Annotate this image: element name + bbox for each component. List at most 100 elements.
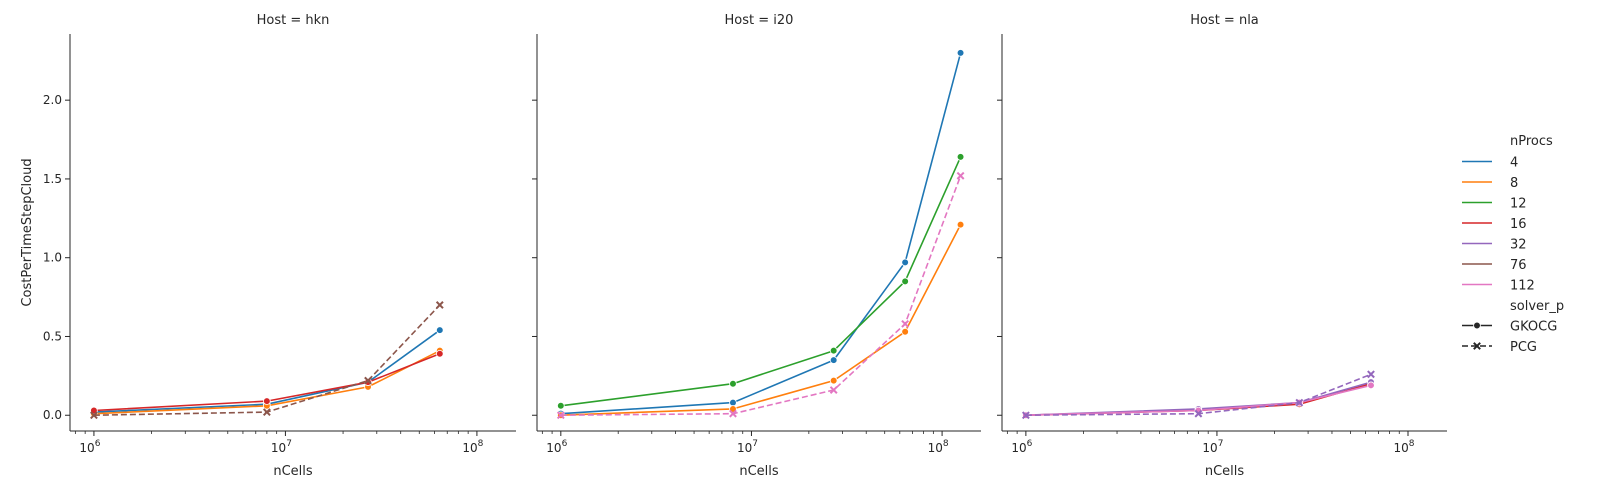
data-point-stroke-b bbox=[729, 409, 737, 418]
series-line bbox=[560, 175, 962, 416]
data-point-stroke-b bbox=[1194, 409, 1203, 418]
x-tick-label-base: 10 bbox=[79, 441, 94, 455]
data-point-stroke-b bbox=[262, 408, 271, 417]
data-point bbox=[829, 346, 838, 355]
x-tick-label-exponent: 7 bbox=[1218, 439, 1224, 449]
legend-style-title: solver_p bbox=[1510, 299, 1564, 314]
data-point bbox=[956, 220, 965, 229]
legend-entry-solver-gkocg: GKOCG bbox=[1462, 320, 1557, 335]
legend-marker-stroke-b bbox=[1473, 342, 1481, 350]
data-point-stroke-b bbox=[901, 319, 910, 328]
data-point bbox=[829, 376, 838, 385]
data-point bbox=[435, 301, 444, 309]
legend-label: 32 bbox=[1510, 238, 1527, 253]
series-16-gkocg bbox=[90, 350, 444, 415]
y-axis-label-layer: CostPerTimeStepCloud bbox=[20, 158, 35, 306]
x-tick-label: 108 bbox=[462, 439, 483, 455]
data-point-stroke-b bbox=[556, 411, 565, 420]
data-point bbox=[729, 409, 737, 418]
x-axis-label: nCells bbox=[739, 464, 779, 479]
data-point bbox=[1194, 409, 1203, 418]
x-tick-label-exponent: 7 bbox=[286, 439, 292, 449]
panel-title: Host = nla bbox=[1190, 13, 1259, 28]
x-tick-label-exponent: 8 bbox=[1409, 439, 1415, 449]
x-tick-label-exponent: 6 bbox=[95, 439, 101, 449]
data-point bbox=[729, 398, 737, 407]
x-tick-label: 106 bbox=[546, 439, 567, 455]
y-tick-label: 1.5 bbox=[43, 172, 62, 186]
series-line bbox=[93, 304, 441, 416]
y-axis-label: CostPerTimeStepCloud bbox=[20, 158, 35, 306]
data-point bbox=[829, 356, 838, 364]
legend-label: PCG bbox=[1510, 340, 1537, 355]
series-line bbox=[1025, 384, 1372, 416]
x-tick-label-exponent: 6 bbox=[1027, 439, 1033, 449]
x-tick-label: 106 bbox=[1011, 439, 1032, 455]
x-tick-label: 107 bbox=[1202, 439, 1223, 455]
x-tick-label-base: 10 bbox=[462, 441, 477, 455]
legend-entry-nprocs-76: 76 bbox=[1462, 258, 1527, 273]
data-point bbox=[1295, 398, 1304, 407]
data-point bbox=[901, 319, 910, 328]
series-line bbox=[93, 353, 441, 412]
series-line bbox=[560, 52, 962, 415]
data-point bbox=[1021, 411, 1030, 420]
data-point bbox=[262, 408, 271, 417]
series-line bbox=[560, 224, 962, 416]
legend-label: 4 bbox=[1510, 156, 1518, 171]
data-point bbox=[557, 401, 565, 410]
x-axis-label: nCells bbox=[1205, 464, 1245, 479]
data-point bbox=[729, 379, 737, 388]
data-point bbox=[90, 411, 98, 420]
legend-label: 8 bbox=[1510, 176, 1518, 191]
x-tick-label: 108 bbox=[928, 439, 949, 455]
series-12-gkocg bbox=[557, 153, 965, 410]
legend-label: 112 bbox=[1510, 279, 1535, 294]
y-tick-label: 0.5 bbox=[43, 329, 62, 343]
legend-label: 12 bbox=[1510, 197, 1527, 212]
legend-label: 16 bbox=[1510, 217, 1527, 232]
x-tick-label-base: 10 bbox=[1202, 441, 1217, 455]
legend-entry-solver-pcg: PCG bbox=[1462, 340, 1537, 355]
y-tick-label: 2.0 bbox=[43, 93, 62, 107]
data-point bbox=[901, 258, 909, 267]
data-point bbox=[829, 386, 838, 394]
data-point bbox=[956, 153, 965, 161]
x-tick-label: 107 bbox=[737, 439, 758, 455]
data-point bbox=[956, 171, 965, 180]
legend-label: GKOCG bbox=[1510, 320, 1557, 335]
legend-entry-nprocs-32: 32 bbox=[1462, 238, 1527, 253]
series-76-pcg bbox=[90, 301, 444, 420]
data-point-stroke-b bbox=[829, 386, 838, 394]
series-112-pcg bbox=[556, 171, 965, 420]
data-point bbox=[556, 411, 565, 420]
series-8-gkocg bbox=[557, 220, 965, 420]
x-tick-label: 106 bbox=[79, 439, 100, 455]
legend: nProcs 4 8 12 16 32 76 112 solver_p GKOCG PCG bbox=[1462, 134, 1564, 355]
x-tick-label-base: 10 bbox=[1393, 441, 1408, 455]
y-tick-label: 1.0 bbox=[43, 251, 62, 265]
data-point-stroke-b bbox=[956, 171, 965, 180]
x-tick-label-exponent: 7 bbox=[752, 439, 758, 449]
series-line bbox=[560, 156, 962, 407]
series-32-pcg bbox=[1021, 370, 1375, 420]
data-point bbox=[364, 376, 372, 385]
panel-title: Host = hkn bbox=[257, 13, 330, 28]
data-point bbox=[435, 326, 444, 334]
x-tick-label-exponent: 8 bbox=[478, 439, 484, 449]
legend-marker bbox=[1473, 321, 1481, 330]
x-tick-label-base: 10 bbox=[546, 441, 561, 455]
legend-label: 76 bbox=[1510, 258, 1527, 273]
series-line bbox=[1025, 373, 1372, 416]
legend-entry-nprocs-16: 16 bbox=[1462, 217, 1527, 232]
series-4-gkocg bbox=[557, 49, 965, 418]
data-point-stroke-b bbox=[435, 301, 444, 309]
x-tick-label-base: 10 bbox=[271, 441, 286, 455]
data-point-stroke-b bbox=[364, 376, 372, 385]
legend-entry-nprocs-112: 112 bbox=[1462, 279, 1535, 294]
